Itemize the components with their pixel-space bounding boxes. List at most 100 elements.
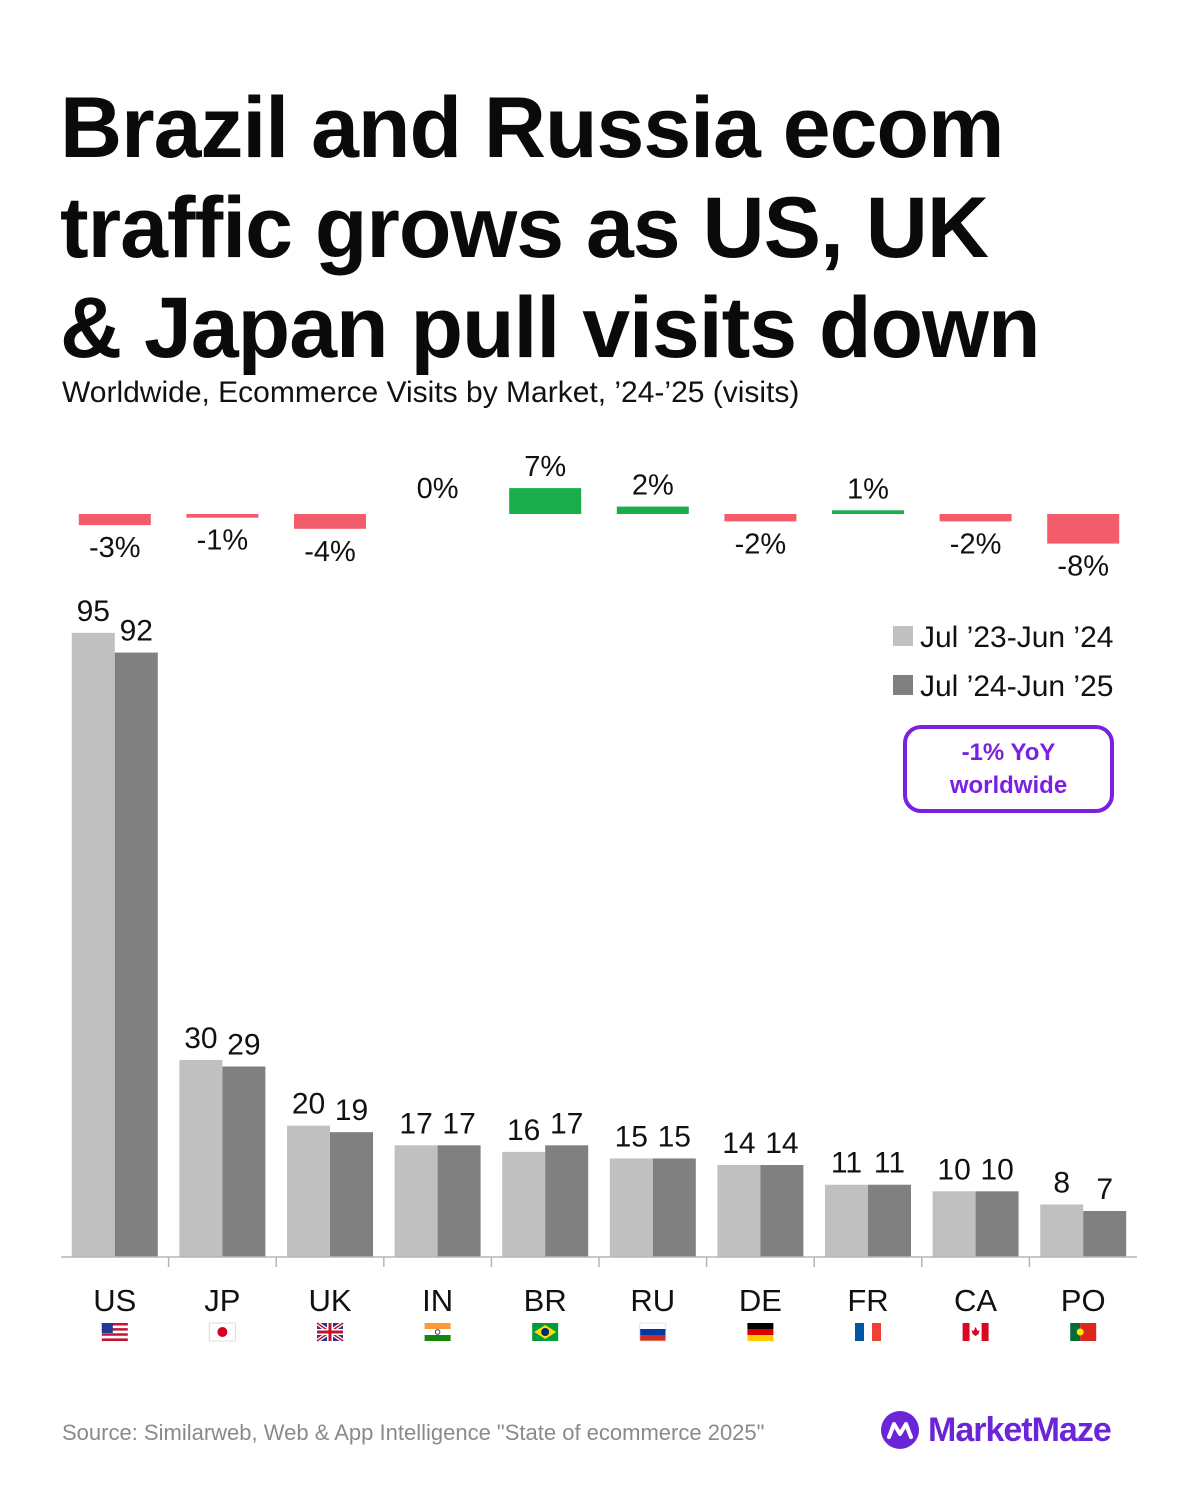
jp-flag-icon bbox=[208, 1322, 236, 1342]
tick-label-ca: CA bbox=[954, 1283, 997, 1318]
tick-label-ru: RU bbox=[630, 1283, 675, 1318]
yoy-label-ca: -2% bbox=[950, 528, 1002, 560]
legend-swatch-curr bbox=[893, 675, 913, 695]
bar-ca-prev bbox=[932, 1191, 976, 1257]
data-label-ru-curr: 15 bbox=[658, 1120, 691, 1153]
brand-logo: MarketMaze bbox=[880, 1410, 1112, 1450]
bar-in-curr bbox=[437, 1145, 481, 1257]
yoy-label-po: -8% bbox=[1057, 551, 1109, 583]
ca-flag-icon bbox=[962, 1323, 989, 1341]
bar-po-curr bbox=[1083, 1211, 1127, 1257]
callout-line-2: worldwide bbox=[949, 772, 1068, 799]
yoy-bar-de bbox=[724, 514, 797, 522]
data-label-ru-prev: 15 bbox=[615, 1120, 648, 1153]
yoy-bar-po bbox=[1047, 514, 1120, 544]
bar-ru-prev bbox=[609, 1158, 653, 1257]
data-label-in-prev: 17 bbox=[399, 1107, 432, 1140]
tick-label-de: DE bbox=[739, 1283, 782, 1318]
tick-label-jp: JP bbox=[204, 1283, 240, 1318]
bar-br-prev bbox=[502, 1151, 546, 1257]
data-label-us-curr: 92 bbox=[120, 615, 153, 648]
data-label-po-prev: 8 bbox=[1053, 1166, 1070, 1199]
x-axis: US JP UK IN BR RU DE FR CA PO bbox=[61, 1256, 1137, 1343]
yoy-label-de: -2% bbox=[735, 528, 787, 560]
data-label-fr-curr: 11 bbox=[874, 1147, 905, 1180]
data-label-jp-prev: 30 bbox=[184, 1022, 217, 1055]
data-label-br-curr: 17 bbox=[550, 1107, 583, 1140]
data-label-ca-prev: 10 bbox=[937, 1153, 970, 1186]
bar-us-prev bbox=[71, 632, 115, 1257]
bars-group: 95 92 30 29 20 19 17 17 16 17 15 15 14 14 11 11 10 10 8 7 bbox=[71, 595, 1127, 1257]
legend: Jul ’23-Jun ’24 Jul ’24-Jun ’25 bbox=[893, 621, 1113, 703]
data-label-uk-prev: 20 bbox=[292, 1088, 325, 1121]
bar-fr-prev bbox=[825, 1184, 868, 1257]
data-label-fr-prev: 11 bbox=[831, 1147, 862, 1180]
chart-title: Brazil and Russia ecom traffic grows as … bbox=[60, 78, 1160, 378]
in-flag-icon bbox=[424, 1323, 451, 1341]
bar-fr-curr bbox=[868, 1184, 911, 1257]
yoy-label-uk: -4% bbox=[304, 536, 356, 568]
bar-in-prev bbox=[394, 1145, 438, 1257]
title-line-1: Brazil and Russia ecom bbox=[60, 80, 1004, 176]
data-label-in-curr: 17 bbox=[442, 1107, 475, 1140]
data-label-us-prev: 95 bbox=[77, 595, 110, 628]
br-flag-icon bbox=[532, 1323, 559, 1341]
fr-flag-icon bbox=[855, 1323, 881, 1341]
tick-label-uk: UK bbox=[308, 1283, 351, 1318]
yoy-bar-ca bbox=[939, 514, 1012, 522]
bar-us-curr bbox=[114, 652, 158, 1257]
bar-uk-curr bbox=[330, 1132, 373, 1257]
source-note: Source: Similarweb, Web & App Intelligen… bbox=[62, 1420, 765, 1445]
yoy-label-br: 7% bbox=[524, 451, 566, 483]
bar-jp-curr bbox=[222, 1066, 266, 1257]
tick-label-in: IN bbox=[422, 1283, 453, 1318]
data-label-uk-curr: 19 bbox=[335, 1094, 368, 1127]
tick-label-br: BR bbox=[524, 1283, 567, 1318]
bar-de-curr bbox=[760, 1165, 804, 1257]
yoy-bar-br bbox=[509, 488, 582, 514]
data-label-po-curr: 7 bbox=[1096, 1173, 1113, 1206]
legend-swatch-prev bbox=[893, 626, 913, 646]
yoy-bar-us bbox=[78, 514, 151, 526]
us-flag-icon bbox=[101, 1323, 128, 1341]
tick-label-fr: FR bbox=[847, 1283, 888, 1318]
de-flag-icon bbox=[747, 1323, 774, 1341]
tick-label-us: US bbox=[93, 1283, 136, 1318]
data-label-de-prev: 14 bbox=[722, 1127, 755, 1160]
yoy-label-jp: -1% bbox=[197, 525, 249, 557]
bar-ru-curr bbox=[652, 1158, 696, 1257]
yoy-bar-uk bbox=[294, 514, 366, 529]
bar-jp-prev bbox=[179, 1059, 223, 1257]
data-label-ca-curr: 10 bbox=[980, 1153, 1013, 1186]
yoy-label-ru: 2% bbox=[632, 470, 674, 502]
marketmaze-logo-icon bbox=[881, 1411, 919, 1449]
brand-name: MarketMaze bbox=[928, 1410, 1112, 1449]
data-label-br-prev: 16 bbox=[507, 1114, 540, 1147]
title-line-2: traffic grows as US, UK bbox=[60, 180, 989, 276]
yoy-worldwide-callout: -1% YoY worldwide bbox=[903, 725, 1114, 813]
bar-uk-prev bbox=[287, 1125, 330, 1257]
yoy-bar-fr bbox=[832, 510, 904, 514]
yoy-label-us: -3% bbox=[89, 532, 141, 564]
uk-flag-icon bbox=[315, 1321, 345, 1343]
legend-label-prev: Jul ’23-Jun ’24 bbox=[920, 621, 1113, 654]
data-label-de-curr: 14 bbox=[765, 1127, 798, 1160]
yoy-label-in: 0% bbox=[417, 473, 459, 505]
legend-label-curr: Jul ’24-Jun ’25 bbox=[920, 670, 1113, 703]
po-flag-icon bbox=[1070, 1323, 1097, 1341]
yoy-bar-ru bbox=[616, 506, 689, 514]
data-label-jp-curr: 29 bbox=[227, 1028, 260, 1061]
bar-chart: -3% -1% -4% 0% 7% 2% -2% 1% -2% -8% 95 92 30 29 20 19 1… bbox=[61, 451, 1137, 1343]
yoy-change-strip: -3% -1% -4% 0% 7% 2% -2% 1% -2% -8% bbox=[78, 451, 1120, 583]
chart-subtitle: Worldwide, Ecommerce Visits by Market, ’… bbox=[62, 376, 800, 409]
bar-po-prev bbox=[1040, 1204, 1084, 1257]
title-line-3: & Japan pull visits down bbox=[60, 280, 1041, 376]
bar-ca-curr bbox=[975, 1191, 1019, 1257]
yoy-label-fr: 1% bbox=[847, 473, 889, 505]
ru-flag-icon bbox=[639, 1322, 667, 1342]
bar-br-curr bbox=[545, 1145, 589, 1257]
callout-line-1: -1% YoY bbox=[961, 739, 1056, 766]
tick-label-po: PO bbox=[1061, 1283, 1106, 1318]
yoy-bar-jp bbox=[186, 514, 259, 518]
bar-de-prev bbox=[717, 1165, 761, 1257]
